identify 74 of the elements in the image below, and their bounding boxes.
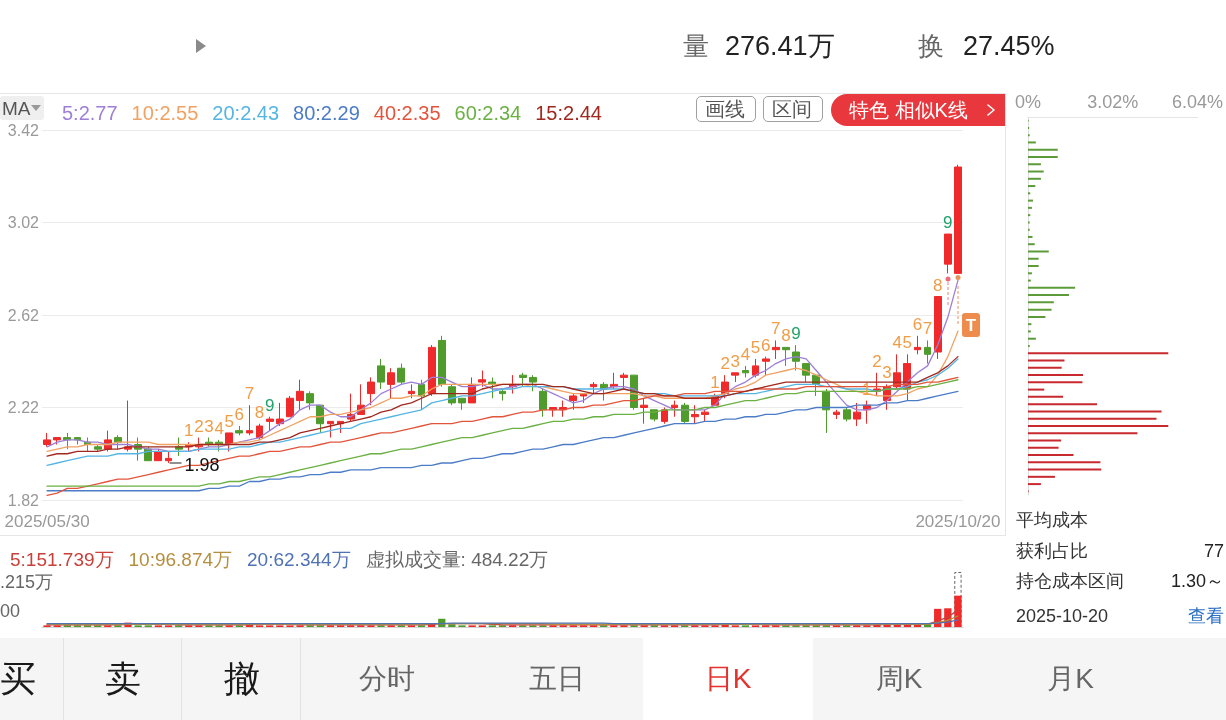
y-tick-label: 2.22: [7, 399, 40, 416]
text: 买: [0, 658, 36, 699]
annotation: 8: [932, 275, 943, 295]
text: 平均成本: [1016, 510, 1088, 530]
text: 五日: [529, 663, 585, 694]
text: 00: [0, 601, 21, 621]
dropdown: MA: [0, 96, 44, 120]
annotation: 6: [234, 405, 245, 424]
text: 77: [1203, 541, 1224, 561]
annotation: 7: [922, 319, 933, 339]
x-tick-label: 6.04%: [1171, 92, 1223, 112]
badge: T: [961, 313, 980, 338]
annotation: 4: [892, 333, 902, 353]
text: 换: [918, 31, 944, 61]
annotation: T: [965, 315, 977, 335]
text: 5:2.77: [62, 102, 118, 124]
text: 276.41万: [725, 30, 835, 61]
x-tick-label: 0%: [1014, 92, 1042, 112]
annotation: 9: [791, 324, 801, 344]
annotation: 4: [214, 418, 224, 438]
text: 持仓成本区间: [1016, 571, 1124, 591]
text: 60:2.34: [454, 102, 522, 124]
y-tick-label: 3.42: [7, 121, 40, 139]
annotation: .215万: [0, 572, 54, 592]
text: 20:62.344万: [247, 549, 351, 570]
text: 1.30～: [1170, 571, 1224, 591]
text: 15:2.44: [535, 102, 602, 124]
text: 5:151.739万: [10, 549, 114, 570]
x-tick-label: 2025/05/30: [4, 512, 90, 531]
annotation: 2: [720, 354, 730, 374]
annotation: 7: [771, 319, 781, 339]
text: 卖: [105, 658, 141, 699]
annotation: 6: [760, 335, 771, 355]
text: 虚拟成交量: 484.22万: [365, 549, 549, 570]
annotation: 8: [781, 326, 791, 346]
y-tick-label: 3.02: [7, 214, 40, 231]
text: 月K: [1047, 663, 1094, 694]
text: 量: [683, 31, 709, 61]
annotation: 5: [902, 333, 913, 353]
text: 获利占比: [1016, 541, 1088, 561]
text: 周K: [875, 663, 923, 694]
y-tick-label: 2.62: [7, 306, 40, 324]
pill-button: 特色 相似K线: [831, 94, 1005, 126]
annotation: 5: [750, 337, 761, 357]
text: 27.45%: [963, 30, 1055, 61]
x-tick-label: 3.02%: [1087, 92, 1139, 112]
annotation: 8: [254, 402, 265, 422]
annotation: 4: [740, 344, 751, 364]
annotation: 6: [912, 314, 923, 334]
text: 10:2.55: [131, 102, 199, 124]
annotation: 3: [882, 363, 892, 383]
annotation: 3: [204, 416, 214, 436]
text: 查看: [1188, 606, 1224, 626]
annotation: 5: [224, 411, 234, 431]
selected-tab: 日K: [643, 638, 813, 720]
y-tick-label: 1.82: [7, 491, 40, 509]
annotation: 1: [184, 421, 194, 441]
text: 40:2.35: [373, 102, 441, 124]
annotation: 7: [244, 384, 255, 404]
button: 区间: [763, 96, 823, 122]
annotation: 1: [710, 372, 720, 392]
text: 2025-10-20: [1016, 606, 1109, 626]
text: 10:96.874万: [128, 549, 233, 570]
x-tick-label: 2025/10/20: [915, 512, 1001, 531]
text: 80:2.29: [293, 102, 360, 124]
annotation: 2: [872, 351, 882, 371]
annotation: 9: [943, 213, 953, 233]
annotation: 9: [264, 395, 275, 415]
annotation: 3: [730, 351, 740, 371]
annotation: 2: [194, 416, 204, 436]
button: 画线: [696, 96, 756, 122]
text: 20:2.43: [212, 102, 280, 124]
text: 撤: [223, 658, 260, 699]
text: 分时: [358, 663, 415, 694]
